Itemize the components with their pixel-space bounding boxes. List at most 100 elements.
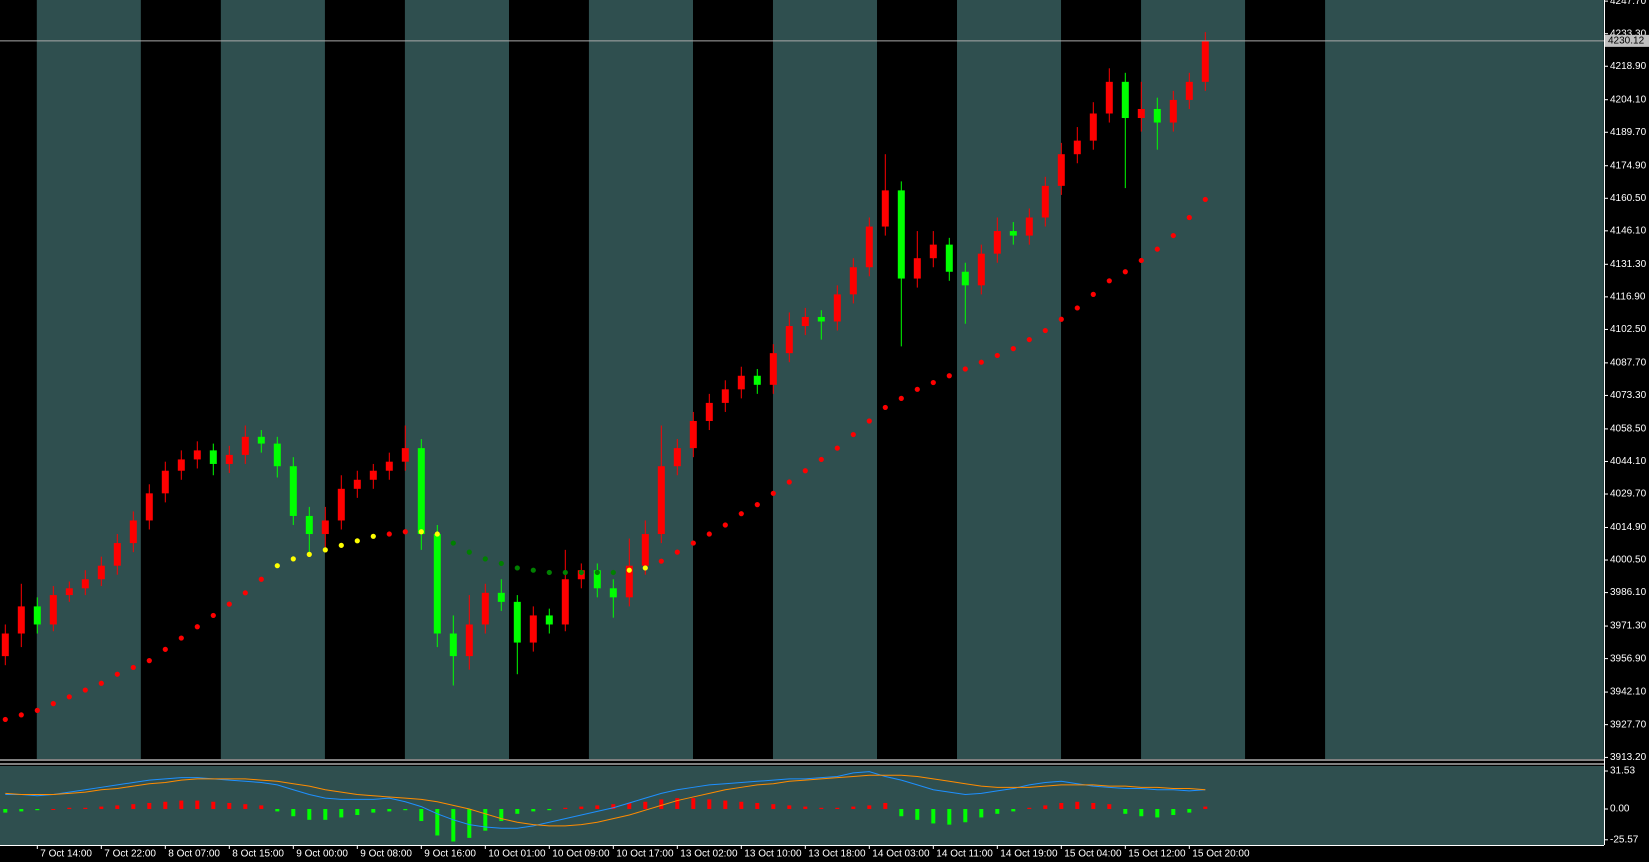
candle-body xyxy=(417,448,425,535)
ma-dot xyxy=(1170,232,1176,239)
ma-dot xyxy=(18,712,24,718)
session-band xyxy=(957,0,1062,759)
histogram-bar xyxy=(771,804,776,809)
session-band xyxy=(693,0,773,759)
ma-dot xyxy=(226,601,232,607)
candle-body xyxy=(1201,40,1209,82)
histogram-bar xyxy=(195,800,200,809)
y-tick-label: 4174.90 xyxy=(1610,160,1647,171)
y-tick-label: -25.57 xyxy=(1610,834,1639,845)
ma-dot xyxy=(498,560,504,567)
candle-body xyxy=(97,565,105,580)
x-tick-label: 8 Oct 07:00 xyxy=(168,849,220,860)
ma-dot xyxy=(850,431,856,438)
histogram-bar xyxy=(307,808,312,820)
price-label: 4230.12 xyxy=(1608,36,1645,47)
histogram-bar xyxy=(51,808,56,810)
y-tick-label: 4131.30 xyxy=(1610,259,1647,270)
histogram-bar xyxy=(323,808,328,820)
candle-body xyxy=(433,534,441,634)
candle-body xyxy=(1121,81,1129,119)
candle-body xyxy=(1,633,9,657)
ma-dot xyxy=(1058,316,1064,322)
histogram-bar xyxy=(3,808,8,813)
candle-body xyxy=(1185,81,1193,100)
candle-body xyxy=(1153,108,1161,123)
ma-dot xyxy=(994,352,1000,359)
ma-dot xyxy=(978,359,984,365)
ma-dot xyxy=(946,373,952,379)
candle-body xyxy=(769,353,777,385)
session-band xyxy=(220,0,325,759)
histogram-bar xyxy=(739,801,744,809)
x-tick-label: 10 Oct 17:00 xyxy=(616,849,674,860)
candle-body xyxy=(1137,108,1145,119)
candle-body xyxy=(449,633,457,657)
candle-body xyxy=(641,534,649,566)
y-tick-label: 3956.90 xyxy=(1610,653,1647,664)
histogram-bar xyxy=(787,805,792,809)
histogram-bar xyxy=(35,808,40,811)
histogram-bar xyxy=(547,808,552,811)
ma-dot xyxy=(770,490,776,496)
candle-body xyxy=(65,588,73,596)
x-tick-label: 10 Oct 01:00 xyxy=(488,849,546,860)
ma-dot xyxy=(642,565,648,571)
y-tick-label: 4087.70 xyxy=(1610,358,1647,369)
y-tick-label: 4044.10 xyxy=(1610,456,1647,467)
candle-body xyxy=(1057,154,1065,186)
histogram-bar xyxy=(579,806,584,809)
x-tick-label: 13 Oct 18:00 xyxy=(808,849,866,860)
price-label-box xyxy=(1605,34,1649,47)
ma-dot xyxy=(1010,346,1016,352)
ma-dot xyxy=(306,551,312,557)
x-tick-label: 13 Oct 10:00 xyxy=(744,849,802,860)
ma-dot xyxy=(98,680,104,686)
ma-dot xyxy=(594,569,600,576)
candle-body xyxy=(481,592,489,625)
candle-body xyxy=(385,461,393,471)
indicator-panel xyxy=(0,766,1604,845)
histogram-bar xyxy=(995,808,1000,814)
histogram-bar xyxy=(963,808,968,823)
histogram-bar xyxy=(691,798,696,809)
candle-body xyxy=(1089,113,1097,141)
ma-dot xyxy=(690,540,696,546)
ma-dot xyxy=(1202,196,1208,203)
ma-dot xyxy=(34,707,40,713)
ma-dot xyxy=(786,479,792,485)
session-band xyxy=(877,0,958,759)
x-tick-label: 7 Oct 22:00 xyxy=(104,849,156,860)
histogram-bar xyxy=(1155,808,1160,818)
session-band xyxy=(36,0,141,759)
candle-body xyxy=(353,479,361,489)
histogram-bar xyxy=(755,802,760,809)
candle-body xyxy=(801,316,809,327)
session-band xyxy=(140,0,221,759)
session-band xyxy=(772,0,878,759)
histogram-bar xyxy=(259,805,264,809)
candle-body xyxy=(737,375,745,390)
ma-dot xyxy=(146,658,152,664)
histogram-bar xyxy=(339,808,344,818)
y-tick-label: 4204.10 xyxy=(1610,94,1647,105)
ma-dot xyxy=(1122,269,1128,275)
candle-body xyxy=(721,389,729,403)
histogram-bar xyxy=(627,802,632,809)
ma-dot xyxy=(898,395,904,401)
ma-dot xyxy=(530,567,536,573)
ma-dot xyxy=(258,576,264,582)
ma-dot xyxy=(1138,257,1144,264)
session-band xyxy=(588,0,694,759)
ma-dot xyxy=(578,569,584,576)
candle-body xyxy=(177,459,185,471)
ma-dot xyxy=(466,549,472,555)
ma-dot xyxy=(802,468,808,474)
histogram-bar xyxy=(515,808,520,814)
candle-body xyxy=(305,515,313,535)
histogram-bar xyxy=(1123,808,1128,814)
ma-dot xyxy=(274,563,280,569)
candle-body xyxy=(993,231,1001,254)
